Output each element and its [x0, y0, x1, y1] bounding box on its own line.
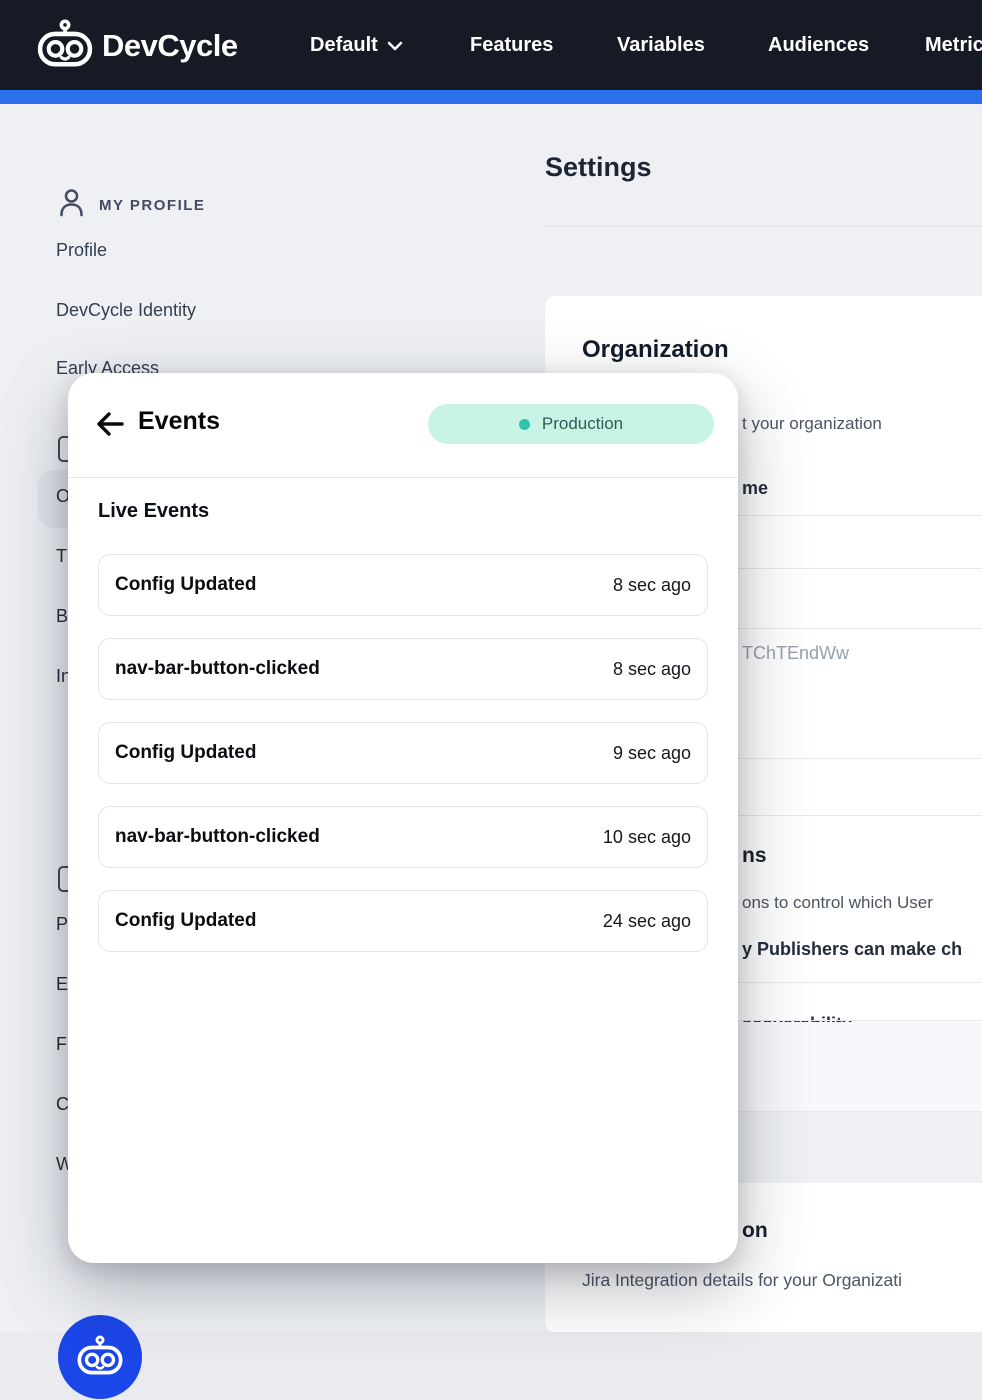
sidebar-item-occluded-2[interactable]: T — [56, 546, 67, 566]
event-name: nav-bar-button-clicked — [115, 826, 320, 847]
event-row: Config Updated 9 sec ago — [98, 722, 708, 784]
sidebar-item-occluded-4[interactable]: In — [56, 666, 72, 686]
top-navbar: DevCycle Default Features Variables Audi… — [0, 0, 982, 90]
divider — [543, 226, 982, 227]
sidebar-section-label: MY PROFILE — [99, 197, 206, 214]
divider — [560, 815, 982, 816]
event-name: nav-bar-button-clicked — [115, 658, 320, 679]
events-modal: Events Production Live Events Config Upd… — [68, 373, 738, 1263]
organization-name-label: me — [742, 478, 769, 498]
jira-integration-heading: on — [742, 1219, 768, 1242]
environment-status-dot-icon — [518, 418, 530, 430]
sidebar-item-occluded-1[interactable]: O — [56, 486, 71, 506]
sidebar-item-occluded-8[interactable]: C — [56, 1094, 69, 1114]
event-time: 8 sec ago — [612, 658, 691, 679]
permissions-heading: ns — [742, 844, 767, 867]
sidebar-item-occluded-5[interactable]: P — [56, 914, 69, 934]
jira-integration-description: Jira Integration details for your Organi… — [582, 1270, 903, 1290]
divider — [560, 1020, 982, 1021]
brand-wordmark: DevCycle — [102, 27, 238, 63]
event-name: Config Updated — [115, 910, 257, 931]
sidebar-item-profile[interactable]: Profile — [56, 240, 108, 260]
sidebar-item-devcycle-identity[interactable]: DevCycle Identity — [56, 300, 197, 320]
sidebar-item-occluded-6[interactable]: E — [56, 974, 69, 994]
event-name: Config Updated — [115, 574, 257, 595]
event-row: nav-bar-button-clicked 10 sec ago — [98, 806, 708, 868]
event-row: Config Updated 24 sec ago — [98, 890, 708, 952]
nav-item-variables[interactable]: Variables — [617, 33, 705, 56]
permissions-description: ons to control which User — [742, 893, 933, 912]
environment-name: Production — [541, 414, 624, 433]
live-events-heading: Live Events — [98, 500, 210, 522]
nav-item-features[interactable]: Features — [470, 33, 554, 56]
divider — [560, 758, 982, 759]
event-time: 9 sec ago — [612, 742, 691, 763]
sidebar-item-occluded-3[interactable]: B — [56, 606, 69, 626]
events-modal-title: Events — [138, 407, 220, 435]
sidebar-section-my-profile: MY PROFILE — [58, 188, 205, 223]
event-time: 10 sec ago — [602, 826, 691, 847]
organization-id-value: TChTEndWw — [742, 643, 850, 663]
event-time: 8 sec ago — [612, 574, 691, 595]
nav-item-metrics[interactable]: Metrics — [925, 33, 982, 56]
publishers-option-label: y Publishers can make ch — [742, 939, 963, 959]
nav-item-audiences[interactable]: Audiences — [768, 33, 870, 56]
chevron-down-icon — [387, 34, 403, 57]
accent-strip — [0, 90, 982, 104]
event-name: Config Updated — [115, 742, 257, 763]
event-time: 24 sec ago — [602, 910, 691, 931]
nav-project-dropdown[interactable]: Default — [310, 0, 403, 90]
organization-card-title: Organization — [582, 336, 729, 363]
devcycle-assistant-fab[interactable] — [58, 1315, 142, 1399]
brand-logo[interactable]: DevCycle — [36, 19, 238, 72]
devcycle-robot-icon — [36, 19, 94, 72]
environment-badge[interactable]: Production — [428, 404, 714, 444]
divider — [560, 982, 982, 983]
organization-about-text: t your organization — [742, 414, 882, 433]
divider — [560, 515, 982, 516]
divider — [560, 568, 982, 569]
page-footer-band — [0, 1332, 982, 1400]
devcycle-robot-icon — [76, 1335, 124, 1380]
divider — [560, 628, 982, 629]
page-title: Settings — [545, 152, 652, 182]
event-row: Config Updated 8 sec ago — [98, 554, 708, 616]
event-row: nav-bar-button-clicked 8 sec ago — [98, 638, 708, 700]
sidebar-item-occluded-7[interactable]: F — [56, 1034, 67, 1054]
events-modal-header: Events Production — [68, 373, 738, 478]
person-icon — [58, 188, 85, 223]
back-button[interactable] — [94, 409, 126, 439]
